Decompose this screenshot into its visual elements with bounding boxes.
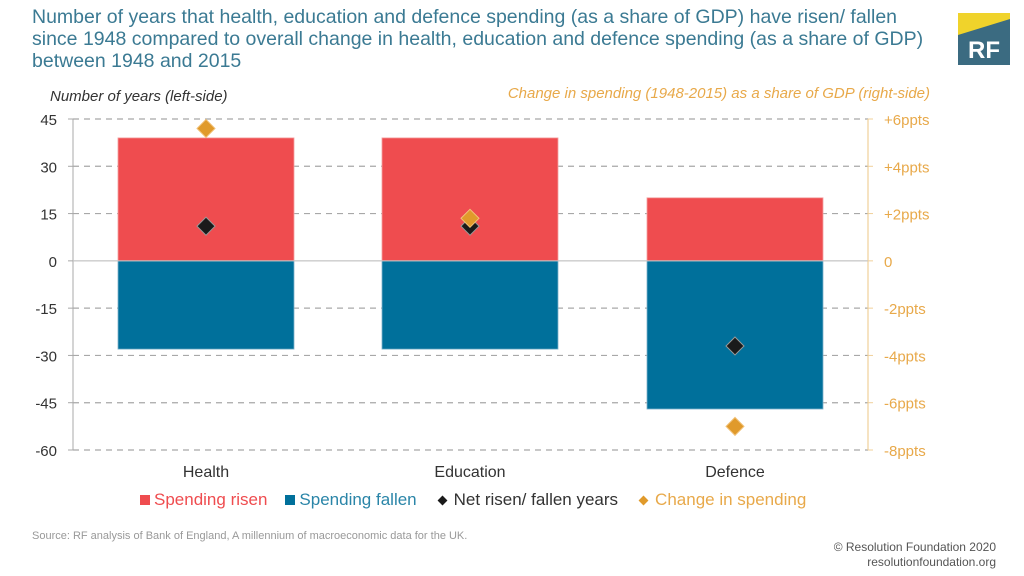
left-tick-label: -15 [35,301,57,318]
bar-spending-fallen [381,260,559,350]
right-tick-label: -4ppts [884,348,926,365]
legend-label: Change in spending [655,490,807,509]
left-tick-label: -45 [35,396,57,413]
chart-title: Number of years that health, education a… [32,6,924,72]
right-tick-label: +6ppts [884,112,929,129]
right-tick-label: +4ppts [884,159,929,176]
source-note: Source: RF analysis of Bank of England, … [32,530,468,542]
category-label: Defence [705,464,765,481]
legend-diamond-swatch [638,495,649,505]
rf-logo: RF [958,13,1010,65]
legend-item: Change in spending [636,490,806,510]
legend: Spending risen Spending fallen Net risen/ … [140,490,806,510]
marker-change-in-spending [196,118,216,139]
legend-label: Spending risen [154,490,268,509]
legend-label: Spending fallen [299,490,417,509]
marker-change-in-spending [460,208,480,229]
left-tick-label: 0 [49,254,57,271]
right-tick-label: 0 [884,254,892,271]
bar-spending-risen [646,197,824,262]
logo-text: RF [968,37,1000,64]
legend-label: Net risen/ fallen years [453,490,619,509]
bar-spending-fallen [646,260,824,410]
legend-square-swatch [140,495,150,505]
bar-spending-risen [117,137,295,262]
marker-net-years [725,336,745,356]
legend-diamond-swatch [437,495,448,505]
logo-accent [958,13,1010,35]
copyright-block: © Resolution Foundation 2020 resolutionf… [834,540,996,570]
legend-square-swatch [285,495,296,505]
right-tick-label: -6ppts [884,396,926,413]
left-tick-label: -60 [35,443,57,460]
category-label: Health [183,464,229,481]
right-axis-label: Change in spending (1948-2015) as a shar… [507,85,930,102]
left-axis-label: Number of years (left-side) [50,88,228,105]
left-tick-label: -30 [35,348,57,365]
legend-item: Spending risen [140,490,267,510]
legend-item: Net risen/ fallen years [435,490,618,510]
category-label: Education [434,464,505,481]
left-tick-label: 15 [40,207,57,224]
right-tick-label: -8ppts [884,443,926,460]
website-text: resolutionfoundation.org [867,555,996,569]
marker-net-years [196,216,216,236]
marker-change-in-spending [725,416,745,437]
right-tick-label: -2ppts [884,301,926,318]
left-tick-label: 45 [40,112,57,129]
right-tick-label: +2ppts [884,207,929,224]
left-tick-label: 30 [40,159,57,176]
copyright-text: © Resolution Foundation 2020 [833,540,996,554]
legend-item: Spending fallen [285,490,417,510]
bar-spending-risen [381,137,559,262]
bar-spending-fallen [117,260,295,350]
